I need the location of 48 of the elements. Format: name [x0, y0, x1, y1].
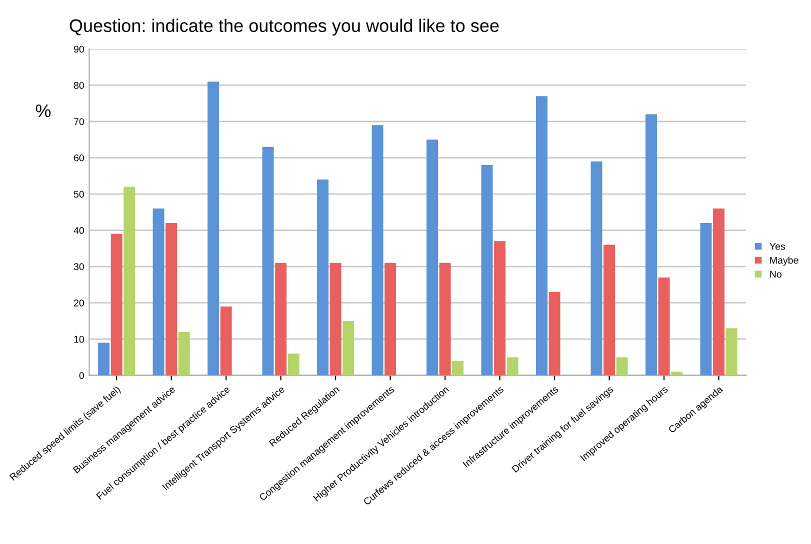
- y-tick-label: 30: [74, 263, 84, 270]
- bar: [439, 262, 451, 376]
- legend-label: No: [770, 270, 782, 278]
- bar: [262, 146, 274, 376]
- bar: [275, 262, 287, 376]
- bar: [426, 140, 438, 376]
- bar: [124, 186, 136, 376]
- bar: [494, 241, 506, 376]
- bar: [317, 180, 329, 376]
- legend-label: Yes: [770, 243, 785, 250]
- bar: [658, 277, 670, 376]
- bar: [178, 332, 190, 376]
- y-tick-label: 20: [74, 300, 84, 306]
- bar: [700, 223, 712, 376]
- bar: [726, 328, 738, 376]
- bar: [481, 165, 493, 376]
- bar: [671, 372, 683, 376]
- bar: [616, 357, 628, 376]
- y-tick-label: 60: [74, 154, 84, 162]
- bar: [645, 114, 657, 376]
- bar: [713, 208, 724, 376]
- bar: [330, 262, 342, 376]
- bar: [536, 96, 548, 376]
- bar: [604, 244, 616, 376]
- bar: [548, 292, 560, 376]
- y-tick-label: 90: [74, 46, 84, 53]
- chart-title: Question: indicate the outcomes you would like to see: [70, 18, 499, 36]
- bar: [110, 234, 122, 376]
- bar: [288, 354, 300, 376]
- bar: [166, 223, 178, 376]
- y-tick-label: 40: [74, 227, 84, 234]
- bar: [590, 161, 602, 376]
- bar: [384, 262, 396, 376]
- bar: [372, 125, 384, 376]
- bar: [220, 306, 232, 376]
- bar: [152, 208, 164, 376]
- bar: [98, 342, 110, 376]
- bar: [452, 360, 464, 376]
- y-tick-label: 70: [74, 118, 84, 126]
- y-axis-title: %: [36, 104, 51, 118]
- y-tick-label: 80: [74, 82, 84, 89]
- y-tick-label: 0: [79, 372, 84, 379]
- bar: [342, 320, 354, 376]
- bar: [506, 357, 518, 376]
- bar: [208, 82, 220, 376]
- y-tick-label: 10: [74, 336, 84, 343]
- legend-label: Maybe: [770, 256, 798, 266]
- y-tick-label: 50: [74, 190, 84, 198]
